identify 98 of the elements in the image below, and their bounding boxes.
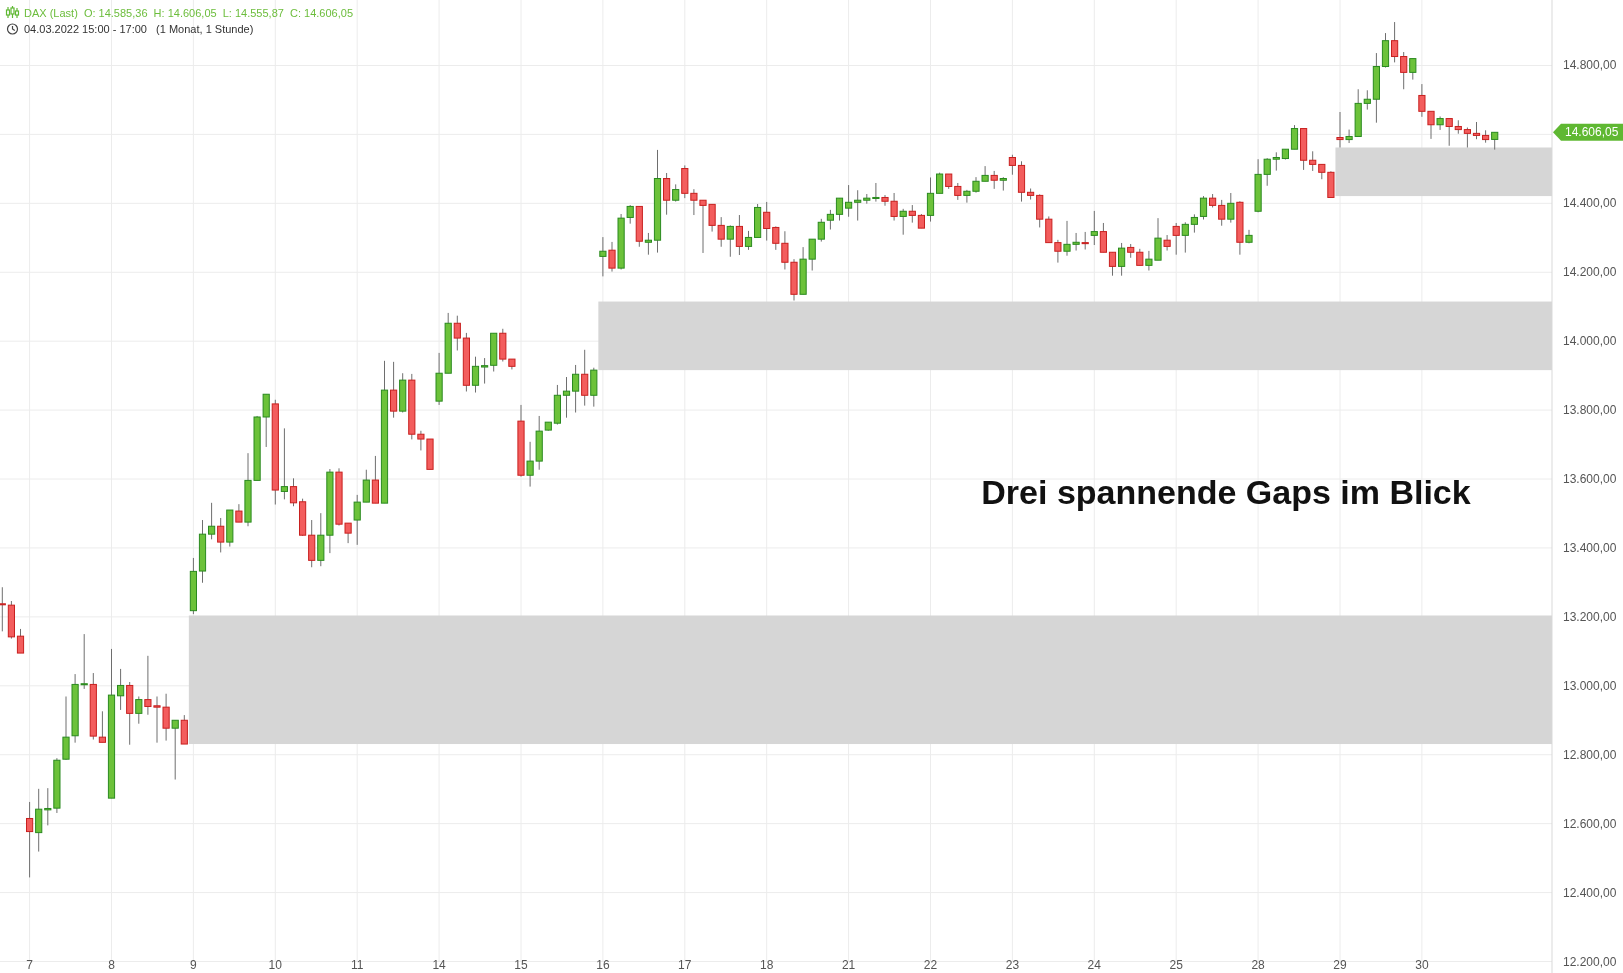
candlestick: [1036, 193, 1044, 228]
x-tick-label: 14: [432, 958, 447, 972]
candlestick: [390, 361, 398, 419]
candlestick: [98, 710, 106, 743]
y-tick-label: 12.400,00: [1563, 885, 1617, 900]
candlestick: [1199, 195, 1208, 221]
candlestick: [171, 719, 179, 781]
candlestick: [208, 502, 216, 540]
text: 04.03.2022 15:00 - 17:00 (1 Monat, 1 Stunde): [24, 23, 254, 35]
x-tick-label: 10: [268, 958, 283, 972]
y-tick-label: 12.800,00: [1563, 747, 1617, 762]
y-tick-label: 14.400,00: [1563, 196, 1617, 211]
candlestick: [1008, 154, 1016, 176]
text: 14.606,05: [1565, 125, 1619, 140]
x-tick-label: 8: [108, 958, 116, 972]
y-tick-label: 13.600,00: [1563, 472, 1617, 487]
y-tick-label: 14.800,00: [1563, 58, 1617, 73]
candlestick: [289, 477, 298, 507]
x-tick-label: 15: [514, 958, 528, 972]
candlestick: [562, 376, 571, 419]
candlestick: [1436, 115, 1444, 131]
candlestick: [826, 209, 834, 231]
candlestick: [1290, 124, 1299, 150]
candlestick: [744, 230, 753, 251]
x-tick-label: 7: [26, 958, 34, 972]
candlestick: [0, 586, 6, 632]
y-tick-label: 12.600,00: [1563, 816, 1617, 831]
candlestick: [217, 517, 225, 553]
candlestick: [644, 232, 652, 256]
candlestick: [1445, 118, 1453, 147]
candlestick: [1400, 51, 1408, 90]
candlestick: [1227, 192, 1235, 224]
x-tick-label: 22: [923, 958, 938, 972]
y-tick-label: 14.200,00: [1563, 265, 1617, 280]
x-tick-label: 25: [1169, 958, 1184, 972]
candlestick: [599, 236, 607, 277]
candlestick: [35, 788, 43, 853]
y-tick-label: 13.000,00: [1563, 678, 1617, 693]
candlestick: [899, 208, 907, 236]
candlestick: [817, 218, 825, 243]
candlestick: [1099, 222, 1107, 253]
x-tick-label: 30: [1415, 958, 1429, 972]
x-tick-label: 11: [350, 958, 364, 972]
candlestick: [572, 364, 580, 414]
candlestick: [362, 469, 370, 503]
candlestick: [1409, 58, 1417, 81]
candlestick: [1118, 242, 1126, 277]
candlestick: [471, 356, 480, 394]
candlestick: [835, 197, 844, 222]
candlestick: [62, 695, 70, 761]
y-tick-label: 12.200,00: [1563, 954, 1617, 969]
candlestick: [581, 349, 589, 407]
candlestick: [663, 172, 671, 216]
candlestick: [1218, 199, 1226, 227]
candlestick: [1463, 127, 1471, 148]
x-tick-label: 28: [1251, 958, 1266, 972]
candlestick: [1272, 151, 1280, 172]
candlestick: [453, 315, 461, 351]
x-tick-label: 18: [760, 958, 774, 972]
x-tick-label: 23: [1005, 958, 1020, 972]
candlestick: [180, 714, 188, 745]
candlestick: [1172, 222, 1180, 256]
candlestick: [763, 201, 771, 242]
candlestick: [1090, 210, 1098, 246]
y-tick-label: 13.200,00: [1563, 609, 1617, 624]
x-tick-label: 29: [1333, 958, 1347, 972]
x-tick-label: 17: [678, 958, 692, 972]
candlestick: [481, 357, 489, 385]
candlestick: [117, 668, 125, 711]
annotation: Drei spannende Gaps im Blick: [981, 473, 1471, 511]
candlestick: [1108, 251, 1117, 277]
candlestick: [371, 455, 379, 504]
candlestick: [1181, 221, 1189, 254]
x-tick-label: 9: [190, 958, 198, 972]
candlestick: [735, 214, 743, 256]
candlestick: [1336, 111, 1344, 148]
text: DAX (Last) O: 14.585,36 H: 14.606,05 L: 14.555,87 C: 14.606,05: [24, 7, 353, 19]
candlestick: [726, 224, 734, 258]
candlestick: [1163, 234, 1171, 252]
candlestick: [1391, 21, 1399, 63]
candlestick: [1190, 213, 1198, 234]
candlestick: [135, 695, 143, 725]
candlestick: [16, 628, 25, 654]
x-tick-label: 21: [841, 958, 856, 972]
candlestick: [854, 189, 862, 222]
candlestick: [353, 494, 361, 546]
y-tick-label: 14.000,00: [1563, 334, 1617, 349]
x-tick-label: 16: [596, 958, 610, 972]
candlestick: [1309, 150, 1317, 172]
candlestick: [926, 176, 935, 223]
y-tick-label: 13.800,00: [1563, 403, 1617, 418]
candlestick: [1363, 89, 1371, 111]
candlestick: [280, 427, 288, 500]
candlestick: [608, 241, 616, 273]
candlestick: [26, 801, 34, 878]
candlestick: [845, 184, 853, 218]
x-tick-label: 24: [1087, 958, 1102, 972]
y-tick-label: 13.400,00: [1563, 540, 1617, 555]
